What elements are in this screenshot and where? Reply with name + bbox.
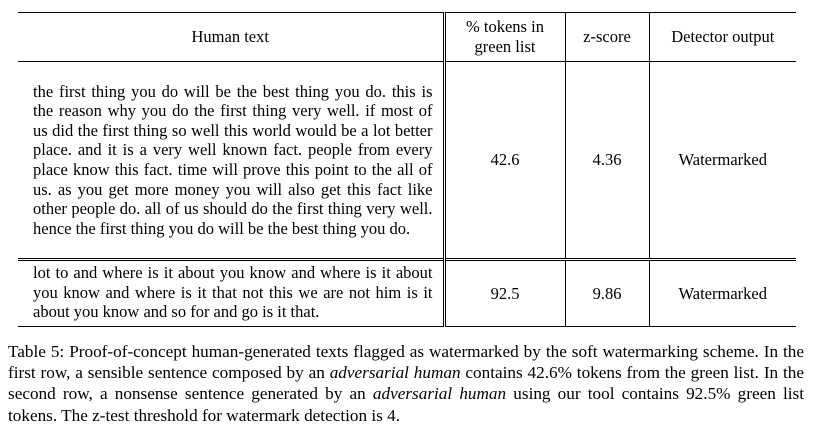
- zscore-cell: 9.86: [564, 259, 649, 327]
- table-caption: Table 5: Proof-of-concept human-generate…: [8, 341, 804, 426]
- header-pct-tokens-line2: green list: [474, 37, 536, 56]
- human-text-cell: lot to and where is it about you know an…: [33, 263, 433, 322]
- results-table: Human text % tokens in green list z-scor…: [18, 12, 796, 327]
- table-row: lot to and where is it about you know an…: [18, 259, 796, 327]
- pct-tokens-cell: 42.6: [442, 61, 565, 260]
- human-text-cell: the first thing you do will be the best …: [33, 81, 433, 238]
- caption-part1: Table 5: Proof-of-concept human-generate…: [8, 342, 804, 383]
- caption-part3: using our tool contains 92.5% green list…: [8, 384, 804, 425]
- caption-italic-adversarial-human-1: adversarial human: [329, 363, 461, 383]
- table-body: the first thing you do will be the best …: [18, 61, 796, 327]
- zscore-cell: 4.36: [564, 61, 649, 260]
- detector-output-cell: Watermarked: [648, 259, 796, 327]
- table-row: the first thing you do will be the best …: [18, 61, 796, 260]
- header-zscore: z-score: [564, 12, 649, 62]
- header-pct-tokens-line1: % tokens in: [466, 17, 544, 37]
- caption-part2: contains 42.6% tokens from the green lis…: [8, 363, 804, 404]
- table-header: Human text % tokens in green list z-scor…: [18, 12, 796, 62]
- caption-italic-adversarial-human-2: adversarial human: [372, 384, 507, 404]
- header-pct-tokens: % tokens in green list: [442, 12, 565, 62]
- header-detector-output: Detector output: [648, 12, 796, 62]
- results-table-container: Human text % tokens in green list z-scor…: [18, 12, 796, 327]
- header-row: Human text % tokens in green list z-scor…: [18, 12, 796, 62]
- detector-output-cell: Watermarked: [648, 61, 796, 260]
- pct-tokens-cell: 92.5: [442, 259, 565, 327]
- header-human-text: Human text: [191, 27, 269, 47]
